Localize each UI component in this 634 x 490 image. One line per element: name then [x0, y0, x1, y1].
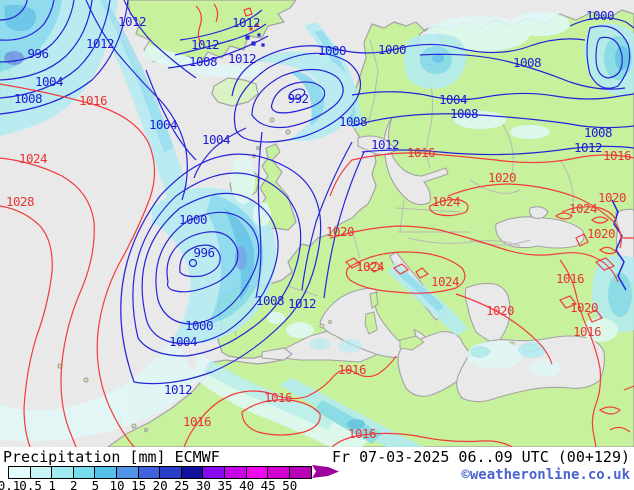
pressure-label: 1016 — [78, 92, 108, 108]
pressure-label: 1024 — [355, 258, 385, 274]
colorbar-tick-label: 25 — [174, 478, 190, 490]
forecast-timestamp: Fr 07-03-2025 06..09 UTC (00+129) — [331, 448, 630, 466]
map-image — [0, 0, 634, 447]
colorbar-segment — [246, 467, 269, 478]
pressure-label: 1004 — [34, 73, 64, 89]
colorbar-tick-label: 15 — [131, 478, 147, 490]
pressure-label: 1004 — [148, 116, 178, 132]
pressure-label: 1024 — [430, 273, 460, 289]
legend-bar: Precipitation [mm] ECMWF Fr 07-03-2025 0… — [0, 447, 634, 490]
pressure-label: 1020 — [487, 169, 517, 185]
pressure-label: 1000 — [585, 7, 615, 23]
pressure-label: 1008 — [583, 124, 613, 140]
colorbar — [8, 466, 313, 479]
isobars-low-layer — [0, 0, 634, 385]
pressure-label: 1000 — [377, 41, 407, 57]
borders — [231, 39, 574, 337]
colorbar-segment — [95, 467, 117, 478]
colorbar-tick-label: 2 — [70, 478, 78, 490]
colorbar-segment — [116, 467, 139, 478]
pressure-label: 1000 — [184, 317, 214, 333]
pressure-label: 1008 — [449, 105, 479, 121]
ionian-sea — [397, 331, 475, 397]
pressure-label: 1020 — [485, 302, 515, 318]
colorbar-segment — [9, 467, 31, 478]
pressure-label: 1012 — [190, 36, 220, 52]
colorbar-tick-label: 5 — [91, 478, 100, 490]
colorbar-tick-label: 45 — [260, 478, 276, 490]
pressure-label: 1008 — [338, 113, 368, 129]
pressure-label: 996 — [27, 45, 49, 61]
colorbar-tick-label: 1 — [48, 478, 56, 490]
black-sea — [495, 216, 585, 249]
isobars-high-layer — [0, 3, 634, 447]
map-canvas: 996 1004 1008 1012 1012 1012 1012 1008 1012 992 10… — [0, 0, 634, 447]
pressure-label: 1024 — [431, 193, 461, 209]
sicily — [399, 335, 425, 351]
copyright: ©weatheronline.co.uk — [461, 467, 630, 483]
colorbar-segment — [73, 467, 96, 478]
sardinia — [364, 311, 378, 335]
colorbar-segment — [160, 467, 182, 478]
colorbar-segment — [138, 467, 161, 478]
legend-title: Precipitation [mm] ECMWF — [3, 448, 220, 466]
pressure-label: 1004 — [168, 333, 198, 349]
pressure-label: 1012 — [163, 381, 193, 397]
pressure-label: 1016 — [337, 361, 367, 377]
pressure-label: 992 — [287, 90, 309, 106]
colorbar-segment — [224, 467, 247, 478]
pressure-label: 1028 — [5, 193, 35, 209]
aegean-sea — [464, 282, 511, 345]
pressure-label: 1012 — [231, 14, 261, 30]
colorbar-segment — [289, 467, 312, 478]
gibraltar-strait — [261, 347, 293, 361]
pressure-label: 1008 — [13, 90, 43, 106]
colorbar-arrow-shape — [312, 465, 339, 478]
pressure-label: 1008 — [188, 53, 218, 69]
pressure-label: 1016 — [263, 389, 293, 405]
pressure-label: 1016 — [555, 270, 585, 286]
pressure-label: 996 — [193, 244, 215, 260]
pressure-label: 1012 — [117, 13, 147, 29]
pressure-label: 1012 — [227, 50, 257, 66]
pressure-label: 1008 — [512, 54, 542, 70]
colorbar-ticks: 0.1 0.5 1 2 5 10 15 20 25 30 35 40 45 50 — [0, 478, 338, 490]
pressure-label: 1000 — [317, 42, 347, 58]
pressure-label: 1024 — [568, 200, 598, 216]
colorbar-tick-label: 20 — [152, 478, 168, 490]
pressure-label: 1020 — [586, 225, 616, 241]
colorbar-tick-label: 30 — [195, 478, 211, 490]
colorbar-segment — [181, 467, 204, 478]
colorbar-tick-label: 40 — [239, 478, 255, 490]
pressure-label: 1020 — [597, 189, 627, 205]
pressure-label: 1000 — [178, 211, 208, 227]
colorbar-tick-label: 0.1 — [0, 478, 21, 490]
colorbar-arrow-icon — [312, 465, 339, 478]
pressure-label: 1016 — [406, 144, 436, 160]
colorbar-segment — [30, 467, 53, 478]
colorbar-tick-label: 35 — [217, 478, 233, 490]
pressure-label: 1016 — [347, 425, 377, 441]
pressure-label: 1004 — [201, 131, 231, 147]
corsica — [369, 291, 379, 309]
pressure-label: 1012 — [573, 139, 603, 155]
colorbar-tick-label: 50 — [282, 478, 298, 490]
pressure-label: 1016 — [572, 323, 602, 339]
colorbar-tick-label: 0.5 — [19, 478, 42, 490]
colorbar-segment — [268, 467, 290, 478]
colorbar-tick-label: 10 — [109, 478, 125, 490]
pressure-label: 1012 — [287, 295, 317, 311]
colorbar-segment — [203, 467, 225, 478]
pressure-label: 1004 — [438, 91, 468, 107]
pressure-label: 1016 — [602, 147, 632, 163]
pressure-label: 1012 — [85, 35, 115, 51]
pressure-label: 1012 — [370, 136, 400, 152]
pressure-label: 1020 — [325, 223, 355, 239]
pressure-label: 1024 — [18, 150, 48, 166]
colorbar-segment — [52, 467, 74, 478]
pressure-label: 1008 — [255, 292, 285, 308]
pressure-label: 1020 — [569, 299, 599, 315]
pressure-label: 1016 — [182, 413, 212, 429]
